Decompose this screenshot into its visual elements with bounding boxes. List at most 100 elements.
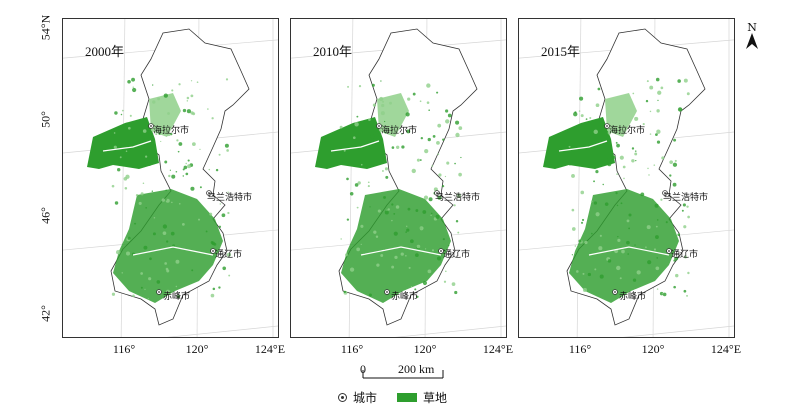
grassland-patch — [581, 218, 585, 221]
grassland-patch — [373, 230, 377, 234]
grassland-patch — [178, 83, 181, 86]
grassland-patch — [656, 257, 659, 259]
city-label-ulanhot: 乌兰浩特市 — [663, 193, 709, 203]
grassland-patch — [681, 209, 684, 212]
grassland-patch — [427, 269, 432, 274]
grassland-patch — [384, 210, 389, 215]
grassland-patch — [416, 295, 419, 299]
grassland-patch — [619, 277, 622, 280]
grassland-patch — [176, 295, 181, 299]
grassland-patch — [160, 126, 163, 130]
grassland-patch — [595, 170, 599, 174]
grassland-patch — [117, 168, 121, 172]
grassland-west — [87, 117, 159, 169]
grassland-patch — [599, 234, 602, 237]
grassland-patch — [356, 115, 359, 118]
grassland-patch — [414, 288, 417, 291]
grassland-patch — [674, 159, 677, 162]
grassland-patch — [576, 270, 579, 273]
grassland-patch — [589, 116, 592, 120]
grassland-patch — [453, 204, 456, 207]
grassland-patch — [393, 212, 396, 215]
grassland-patch — [612, 155, 616, 159]
grassland-patch — [428, 197, 433, 202]
grassland-patch — [645, 246, 647, 249]
grassland-patch — [649, 85, 654, 90]
grassland-patch — [185, 162, 187, 165]
city-marker-dot — [436, 192, 438, 194]
grassland-west — [543, 117, 615, 169]
grassland-patch — [656, 129, 661, 134]
y-tick-54: 54°N — [38, 14, 53, 41]
grassland-patch — [655, 77, 660, 82]
grassland-patch — [645, 99, 649, 103]
grassland-patch — [199, 186, 202, 189]
grassland-patch — [154, 155, 156, 157]
grassland-patch — [420, 136, 424, 140]
grassland-patch — [132, 87, 137, 93]
grassland-patch — [393, 231, 398, 236]
city-label-chifeng: 赤峰市 — [163, 292, 191, 302]
grassland-patch — [640, 192, 645, 197]
grassland-patch — [114, 201, 119, 205]
grassland-south — [113, 189, 223, 303]
city-marker-dot — [614, 291, 616, 293]
grassland-patch — [686, 294, 688, 297]
grassland-patch — [607, 162, 612, 167]
grassland-patch — [435, 214, 440, 219]
grassland-patch — [157, 97, 161, 101]
grassland-patch — [369, 206, 371, 208]
grassland-patch — [426, 83, 431, 88]
grassland-patch — [186, 109, 191, 114]
grassland-patch — [114, 111, 118, 115]
grassland-patch — [401, 132, 403, 135]
grassland-patch — [682, 203, 686, 207]
grassland-patch — [142, 129, 147, 133]
city-marker-dot — [378, 125, 380, 127]
grassland-patch — [145, 155, 148, 158]
grassland-patch — [686, 205, 689, 208]
grassland-patch — [653, 164, 656, 166]
city-label-tongliao: 通辽市 — [215, 250, 243, 260]
grassland-patch — [175, 285, 178, 288]
grassland-patch — [401, 145, 405, 149]
grassland-patch — [597, 87, 601, 91]
city-label-chifeng: 赤峰市 — [619, 292, 647, 302]
grassland-patch — [387, 208, 390, 211]
grassland-patch — [190, 111, 194, 115]
grassland-patch — [595, 212, 600, 217]
grassland-patch — [415, 209, 419, 212]
grassland-patch — [124, 186, 128, 190]
grassland-patch — [178, 142, 183, 146]
grassland-patch — [441, 184, 445, 188]
grassland-patch — [367, 185, 370, 188]
grassland-patch — [626, 240, 630, 245]
grassland-patch — [345, 253, 348, 257]
grassland-patch — [598, 246, 603, 251]
grassland-patch — [165, 267, 169, 271]
north-label: N — [747, 21, 757, 34]
grassland-patch — [166, 132, 171, 137]
grassland-patch — [416, 158, 420, 162]
grassland-north — [377, 93, 409, 137]
city-label-tongliao: 通辽市 — [443, 250, 471, 260]
grassland-patch — [661, 292, 664, 295]
grassland-patch — [176, 139, 179, 142]
grassland-patch — [455, 120, 460, 125]
grassland-patch — [349, 267, 355, 272]
grassland-patch — [672, 182, 677, 187]
grassland-patch — [454, 162, 456, 165]
grassland-patch — [357, 181, 361, 185]
grassland-patch — [149, 257, 152, 261]
grassland-patch — [384, 167, 389, 171]
grassland-patch — [578, 110, 581, 112]
grassland-patch — [144, 288, 146, 291]
grassland-patch — [187, 164, 191, 169]
grassland-patch — [218, 225, 222, 229]
grassland-patch — [416, 244, 421, 249]
grassland-patch — [617, 235, 619, 238]
graticule-line — [623, 325, 734, 337]
grassland-patch — [447, 113, 452, 118]
map-svg-2010 — [291, 19, 506, 337]
grassland-patch — [582, 272, 585, 275]
